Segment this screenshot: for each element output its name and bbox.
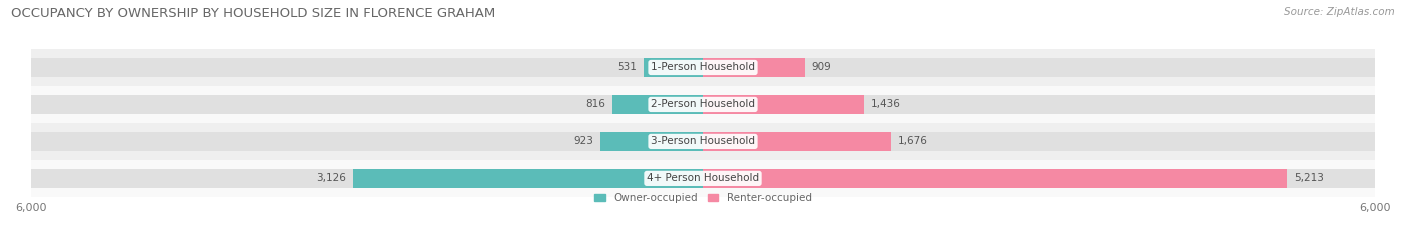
Bar bbox=[612, 95, 703, 114]
Legend: Owner-occupied, Renter-occupied: Owner-occupied, Renter-occupied bbox=[595, 193, 811, 203]
Text: 5,213: 5,213 bbox=[1294, 173, 1323, 183]
Text: 3,126: 3,126 bbox=[316, 173, 346, 183]
Text: 2-Person Household: 2-Person Household bbox=[651, 99, 755, 110]
Bar bbox=[31, 123, 1375, 160]
Text: 531: 531 bbox=[617, 62, 637, 72]
Bar bbox=[31, 160, 1375, 197]
Bar bbox=[703, 95, 863, 114]
Bar bbox=[644, 58, 703, 77]
Bar bbox=[703, 169, 1286, 188]
Bar bbox=[31, 95, 703, 114]
Text: 1,676: 1,676 bbox=[897, 136, 928, 146]
Bar bbox=[31, 132, 703, 151]
Text: 1-Person Household: 1-Person Household bbox=[651, 62, 755, 72]
Text: Source: ZipAtlas.com: Source: ZipAtlas.com bbox=[1284, 7, 1395, 17]
Text: 923: 923 bbox=[574, 136, 593, 146]
Text: 4+ Person Household: 4+ Person Household bbox=[647, 173, 759, 183]
Bar bbox=[703, 95, 1375, 114]
Bar bbox=[703, 169, 1375, 188]
Bar bbox=[703, 58, 804, 77]
Bar bbox=[703, 58, 1375, 77]
Bar bbox=[31, 49, 1375, 86]
Text: 1,436: 1,436 bbox=[870, 99, 900, 110]
Text: 3-Person Household: 3-Person Household bbox=[651, 136, 755, 146]
Bar bbox=[31, 86, 1375, 123]
Bar bbox=[31, 169, 703, 188]
Bar bbox=[31, 58, 703, 77]
Text: 909: 909 bbox=[811, 62, 831, 72]
Bar bbox=[703, 132, 891, 151]
Bar bbox=[599, 132, 703, 151]
Text: 816: 816 bbox=[585, 99, 605, 110]
Bar bbox=[703, 132, 1375, 151]
Text: OCCUPANCY BY OWNERSHIP BY HOUSEHOLD SIZE IN FLORENCE GRAHAM: OCCUPANCY BY OWNERSHIP BY HOUSEHOLD SIZE… bbox=[11, 7, 495, 20]
Bar bbox=[353, 169, 703, 188]
